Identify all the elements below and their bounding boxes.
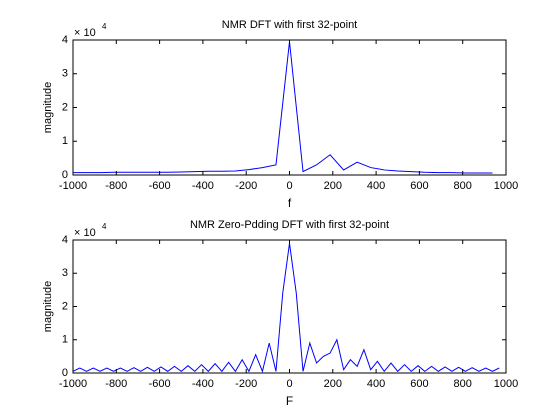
x-tick-label: 400	[367, 180, 385, 192]
x-tick-label: -400	[192, 180, 214, 192]
x-tick-label: -400	[192, 378, 214, 390]
x-tick-label: 0	[286, 378, 292, 390]
x-tick-label: 200	[324, 180, 342, 192]
x-tick-label: 800	[454, 378, 472, 390]
x-tick-label: 1000	[494, 180, 518, 192]
x-tick-label: -1000	[59, 378, 87, 390]
y-multiplier-exponent: 4	[102, 222, 107, 231]
x-tick-label: 600	[410, 378, 428, 390]
y-axis-label: magnitude	[42, 82, 54, 133]
y-tick-label: 3	[62, 68, 68, 80]
x-tick-label: 1000	[494, 378, 518, 390]
x-tick-label: 800	[454, 180, 472, 192]
x-tick-label: 400	[367, 378, 385, 390]
x-tick-label: -600	[149, 378, 171, 390]
x-tick-label: -200	[235, 180, 257, 192]
y-multiplier: × 10	[74, 27, 96, 39]
y-tick-label: 4	[62, 34, 68, 46]
x-tick-label: 600	[410, 180, 428, 192]
y-axis-label: magnitude	[42, 281, 54, 332]
y-multiplier: × 10	[74, 227, 96, 239]
axes-frame	[72, 39, 507, 176]
y-tick-label: 2	[62, 101, 68, 113]
x-tick-label: 200	[324, 378, 342, 390]
y-tick-label: 1	[62, 334, 68, 346]
x-tick-label: -800	[105, 180, 127, 192]
chart-title: NMR DFT with first 32-point	[222, 19, 358, 31]
y-tick-label: 2	[62, 300, 68, 312]
x-tick-label: -200	[235, 378, 257, 390]
chart-title: NMR Zero-Pdding DFT with first 32-point	[190, 219, 389, 231]
x-tick-label: 0	[286, 180, 292, 192]
y-tick-label: 0	[62, 169, 68, 181]
data-line	[73, 41, 493, 174]
y-multiplier-exponent: 4	[102, 22, 107, 31]
y-tick-label: 3	[62, 267, 68, 279]
data-line	[72, 243, 500, 373]
y-tick-label: 1	[62, 135, 68, 147]
x-tick-label: -1000	[59, 180, 87, 192]
y-tick-label: 4	[62, 234, 68, 246]
x-tick-label: -800	[105, 378, 127, 390]
x-axis-label: F	[286, 394, 293, 408]
y-tick-label: 0	[62, 367, 68, 379]
x-axis-label: f	[288, 196, 292, 210]
axes-frame	[72, 239, 507, 374]
x-tick-label: -600	[149, 180, 171, 192]
